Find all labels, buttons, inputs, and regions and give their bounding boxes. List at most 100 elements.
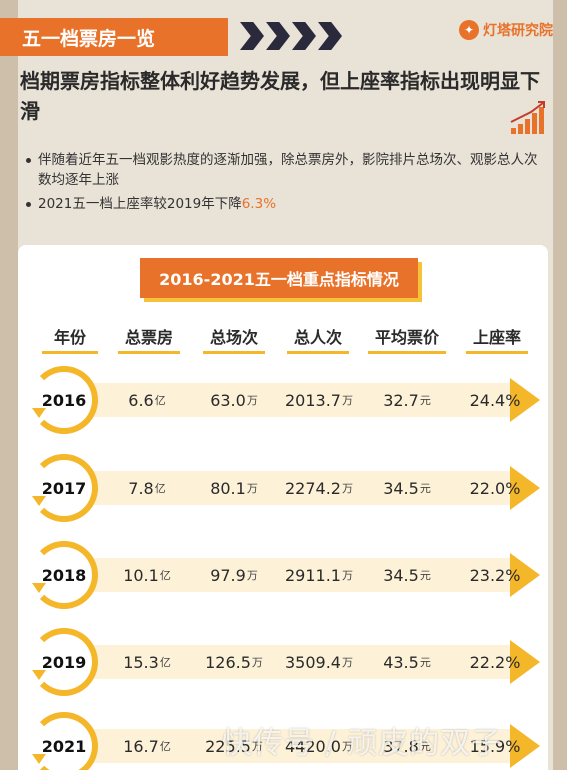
table-title: 2016-2021五一档重点指标情况 (140, 258, 418, 298)
admissions-cell: 2911.1 万 (273, 558, 365, 592)
header-shows: 总场次 (203, 324, 265, 354)
occupancy-value: 23.2% (469, 565, 521, 585)
avg-price-value: 37.8 (383, 736, 419, 756)
occupancy-value: 22.2% (469, 652, 521, 672)
year-label: 2018 (41, 565, 87, 585)
admissions-cell: 2013.7 万 (273, 383, 365, 417)
admissions-value: 3509.4 (285, 652, 341, 672)
box-office-value: 10.1 (123, 565, 159, 585)
avg-price-cell: 37.8 元 (368, 729, 446, 763)
row-band (90, 645, 515, 679)
shows-unit: 万 (246, 482, 258, 495)
year-ring-icon (30, 454, 98, 522)
table-title-text: 2016-2021五一档重点指标情况 (159, 270, 399, 289)
admissions-value: 2911.1 (285, 565, 341, 585)
bullet-text: 2021五一档上座率较2019年下降 (38, 196, 242, 212)
box-office-unit: 亿 (154, 394, 166, 407)
left-border (0, 0, 18, 770)
avg-price-value: 34.5 (383, 565, 419, 585)
avg-price-value: 34.5 (383, 478, 419, 498)
avg-price-unit: 元 (419, 740, 431, 753)
brand-name: 灯塔研究院 (483, 23, 553, 39)
header-avg-price: 平均票价 (368, 324, 446, 354)
shows-unit: 万 (251, 740, 263, 753)
lighthouse-logo-icon: ✦ (459, 20, 479, 40)
chevron-right-icon (240, 22, 264, 50)
shows-cell: 225.5 万 (195, 729, 273, 763)
section-tag: 五一档票房一览 (0, 18, 228, 56)
table-card (18, 245, 548, 770)
avg-price-cell: 32.7 元 (368, 383, 446, 417)
ring-arrow-icon (32, 670, 46, 680)
headline: 档期票房指标整体利好趋势发展，但上座率指标出现明显下滑 (20, 69, 540, 123)
shows-value: 126.5 (205, 652, 251, 672)
shows-value: 97.9 (210, 565, 246, 585)
shows-value: 80.1 (210, 478, 246, 498)
avg-price-unit: 元 (419, 569, 431, 582)
avg-price-cell: 34.5 元 (368, 471, 446, 505)
header-year: 年份 (42, 324, 98, 354)
box-office-value: 16.7 (123, 736, 159, 756)
right-border (553, 0, 567, 770)
admissions-cell: 3509.4 万 (273, 645, 365, 679)
admissions-unit: 万 (341, 482, 353, 495)
avg-price-value: 32.7 (383, 390, 419, 410)
ring-arrow-icon (32, 408, 46, 418)
occupancy-cell: 22.0% (460, 471, 530, 505)
table-row: 2017 7.8 亿 80.1 万 2274.2 万 34.5 元 22.0% (30, 454, 542, 522)
admissions-value: 2013.7 (285, 390, 341, 410)
shows-value: 225.5 (205, 736, 251, 756)
avg-price-cell: 43.5 元 (368, 645, 446, 679)
box-office-value: 6.6 (128, 390, 154, 410)
shows-unit: 万 (251, 656, 263, 669)
occupancy-value: 24.4% (469, 390, 521, 410)
year-label: 2021 (41, 736, 87, 756)
avg-price-unit: 元 (419, 482, 431, 495)
bullet-item: 2021五一档上座率较2019年下降6.3% (24, 194, 544, 214)
occupancy-value: 22.0% (469, 478, 521, 498)
row-band (90, 383, 515, 417)
shows-cell: 126.5 万 (195, 645, 273, 679)
header-box-office: 总票房 (118, 324, 180, 354)
trend-chart-icon (510, 101, 545, 134)
box-office-unit: 亿 (159, 569, 171, 582)
table-row: 2016 6.6 亿 63.0 万 2013.7 万 32.7 元 24.4% (30, 366, 542, 434)
chevron-right-icon (266, 22, 290, 50)
box-office-unit: 亿 (159, 740, 171, 753)
shows-unit: 万 (246, 569, 258, 582)
shows-cell: 63.0 万 (195, 383, 273, 417)
chevron-right-icon (318, 22, 342, 50)
year-label: 2019 (41, 652, 87, 672)
ring-arrow-icon (32, 496, 46, 506)
avg-price-unit: 元 (419, 656, 431, 669)
year-label: 2017 (41, 478, 87, 498)
row-band (90, 558, 515, 592)
box-office-cell: 15.3 亿 (112, 645, 182, 679)
admissions-unit: 万 (341, 394, 353, 407)
occupancy-value: 15.9% (469, 736, 521, 756)
avg-price-cell: 34.5 元 (368, 558, 446, 592)
table-row: 2021 16.7 亿 225.5 万 4420.0 万 37.8 元 15.9% (30, 712, 542, 770)
year-label: 2016 (41, 390, 87, 410)
occupancy-cell: 24.4% (460, 383, 530, 417)
admissions-unit: 万 (341, 656, 353, 669)
chevron-decoration (240, 22, 342, 52)
box-office-cell: 7.8 亿 (112, 471, 182, 505)
occupancy-cell: 23.2% (460, 558, 530, 592)
box-office-value: 7.8 (128, 478, 154, 498)
avg-price-unit: 元 (419, 394, 431, 407)
admissions-value: 4420.0 (285, 736, 341, 756)
shows-cell: 97.9 万 (195, 558, 273, 592)
header-occupancy: 上座率 (466, 324, 528, 354)
occupancy-cell: 15.9% (460, 729, 530, 763)
ring-arrow-icon (32, 754, 46, 764)
shows-cell: 80.1 万 (195, 471, 273, 505)
shows-value: 63.0 (210, 390, 246, 410)
year-ring-icon (30, 366, 98, 434)
box-office-unit: 亿 (159, 656, 171, 669)
brand-logo: ✦ 灯塔研究院 (459, 20, 553, 40)
section-tag-text: 五一档票房一览 (22, 27, 156, 50)
year-ring-icon (30, 541, 98, 609)
ring-arrow-icon (32, 583, 46, 593)
